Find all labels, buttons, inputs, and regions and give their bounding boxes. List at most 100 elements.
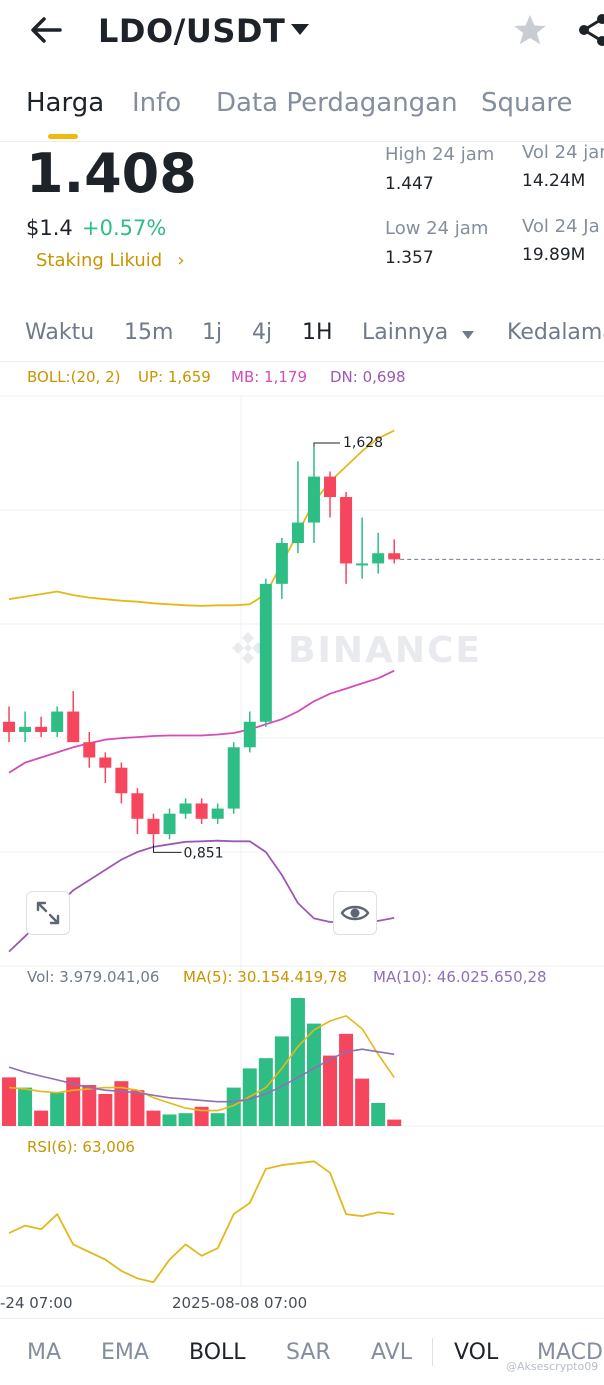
volume-bar [82,1085,97,1126]
vol-24h-base-value: 14.24M [522,171,586,191]
volume-bar [130,1090,145,1126]
indicator-avl[interactable]: AVL [371,1340,412,1365]
timeframe-15m[interactable]: 15m [124,320,174,345]
boll-params-label: BOLL:(20, 2) [27,368,121,386]
staking-link[interactable]: Staking Likuid › [36,250,185,271]
depth-tab[interactable]: Kedalama [507,320,604,345]
candle-body [372,553,385,564]
vol-24h-base-label: Vol 24 jam [522,142,604,163]
last-price: 1.408 [26,142,197,205]
eye-icon [340,905,370,921]
volume-bar [226,1087,241,1126]
share-button[interactable] [576,12,604,48]
visibility-toggle-button[interactable] [333,891,377,935]
staking-link-label: Staking Likuid [36,250,163,271]
candle-body [3,721,16,732]
tab-square[interactable]: Square [481,88,573,118]
candle-body [307,476,320,523]
indicator-separator [432,1338,433,1366]
dropdown-caret-icon [461,325,475,344]
boll-up-value: UP: 1,659 [138,368,211,386]
timeframe-4j[interactable]: 4j [252,320,273,345]
pair-dropdown-button[interactable] [288,20,312,38]
volume-bar [387,1119,402,1126]
candle-body [356,563,369,566]
candle-body [340,497,353,564]
volume-bar [2,1077,17,1126]
boll-mb-value: MB: 1,179 [231,368,307,386]
indicator-macd[interactable]: MACD [537,1340,603,1365]
tab-divider [0,141,604,142]
volume-bar [34,1110,49,1126]
candle-body [83,742,96,758]
indicator-ema[interactable]: EMA [101,1340,149,1365]
candle-body [195,803,208,819]
indicator-sar[interactable]: SAR [286,1340,331,1365]
volume-bar [306,1023,321,1126]
user-watermark: @Aksescrypto09 [506,1360,599,1373]
star-icon [514,15,546,45]
volume-bar [290,998,305,1126]
candle-body [275,543,288,584]
usd-price: $1.4 [26,216,73,240]
volume-bar [146,1110,161,1126]
rsi-line [8,1160,395,1284]
timeframe-more-dropdown[interactable]: Lainnya [362,320,475,345]
fullscreen-button[interactable] [26,891,70,935]
boll-middle-line [8,669,395,774]
candle-body [211,808,224,819]
timeframe-waktu[interactable]: Waktu [25,320,95,345]
volume-bar [339,1033,354,1126]
tab-harga[interactable]: Harga [26,88,105,118]
candle-body [115,767,128,794]
timeframe-1h[interactable]: 1H [302,320,333,345]
tab-info[interactable]: Info [132,88,182,118]
back-arrow-icon [31,17,62,43]
price-change-percent: +0.57% [82,216,167,240]
share-icon [579,14,604,46]
expand-icon [36,901,60,925]
timeframe-more-label: Lainnya [362,320,449,345]
volume-bar [371,1102,386,1126]
candle-body [67,711,80,743]
dropdown-caret-icon [291,24,309,35]
candle-body [51,711,64,732]
favorite-button[interactable] [512,12,548,48]
candle-body [179,803,192,814]
min-price-pointer [152,844,182,853]
volume-bar [162,1114,177,1126]
boll-dn-value: DN: 0,698 [330,368,406,386]
volume-ma5-value: MA(5): 30.154.419,78 [183,968,348,986]
tab-data-perdagangan[interactable]: Data Perdagangan [216,88,458,118]
binance-watermark: BINANCE [232,630,482,671]
indicator-vol[interactable]: VOL [454,1340,499,1365]
x-axis-tick-label: 2025-08-08 07:00 [172,1294,307,1312]
volume-bar [210,1113,225,1126]
volume-ma5-line [8,1015,395,1112]
svg-text:BINANCE: BINANCE [288,630,482,671]
volume-bar [178,1113,193,1126]
candle-body [291,522,304,543]
min-price-label: 0,851 [183,845,223,861]
indicator-ma[interactable]: MA [27,1340,62,1365]
volume-bar [258,1058,273,1126]
candle-body [147,818,160,835]
low-24h-value: 1.357 [385,248,434,268]
max-price-pointer [313,442,340,447]
volume-bar [194,1106,209,1126]
active-tab-indicator [48,134,78,139]
vol-24h-quote-label: Vol 24 Ja [522,216,600,237]
chevron-right-icon: › [177,250,185,271]
x-axis-tick-label: -24 07:00 [0,1294,73,1312]
indicator-boll[interactable]: BOLL [189,1340,246,1365]
price-chart[interactable]: BINANCE 1,628 0,851 -24 07:00 2025-08-08 0… [0,360,604,1320]
vol-24h-quote-value: 19.89M [522,245,586,265]
back-button[interactable] [28,14,64,46]
pair-title[interactable]: LDO/USDT [98,12,286,50]
volume-bar [98,1094,113,1126]
bottom-bar-divider [0,1318,604,1319]
candle-body [35,726,48,732]
timeframe-1j[interactable]: 1j [202,320,223,345]
boll-upper-line [8,429,395,607]
candle-body [131,793,144,819]
